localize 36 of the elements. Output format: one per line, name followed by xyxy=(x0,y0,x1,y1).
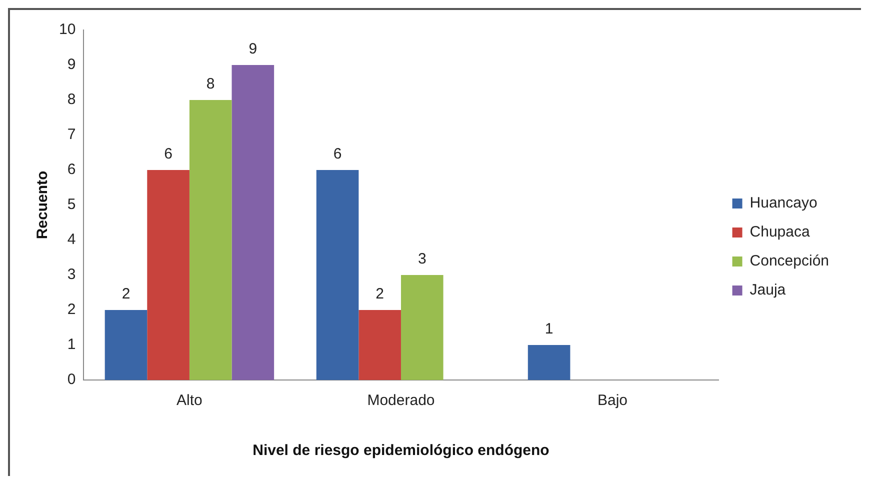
x-tick-label: Alto xyxy=(176,392,202,410)
bar xyxy=(358,310,401,380)
data-label: 6 xyxy=(333,146,342,163)
bar xyxy=(104,310,148,380)
bar xyxy=(189,100,232,380)
bar xyxy=(232,65,274,380)
y-axis-title: Recuento xyxy=(34,170,52,240)
bar xyxy=(147,170,190,380)
y-tick-label: 8 xyxy=(67,91,76,108)
y-tick-label: 1 xyxy=(67,336,76,354)
data-label: 8 xyxy=(206,76,215,93)
y-tick-label: 7 xyxy=(67,126,76,144)
data-label: 2 xyxy=(376,286,384,303)
x-tick-label: Moderado xyxy=(367,392,435,410)
data-label: 2 xyxy=(122,286,130,303)
legend-label: Chupaca xyxy=(750,224,810,241)
legend-label: Concepción xyxy=(750,252,829,270)
legend-label: Jauja xyxy=(750,282,786,299)
legend-label: Huancayo xyxy=(750,194,818,212)
x-axis-title: Nivel de riesgo epidemiológico endógeno xyxy=(252,442,550,460)
y-tick-label: 6 xyxy=(67,161,76,178)
data-label: 9 xyxy=(248,40,258,58)
y-tick-label: 3 xyxy=(67,266,76,284)
y-tick-label: 4 xyxy=(67,231,76,248)
data-label: 3 xyxy=(418,250,426,268)
data-label: 6 xyxy=(164,146,172,163)
x-tick-label: Bajo xyxy=(598,392,628,410)
y-tick-label: 10 xyxy=(58,21,76,38)
bar xyxy=(528,345,570,380)
data-label: 1 xyxy=(544,320,554,338)
y-tick-label: 2 xyxy=(67,301,76,318)
bar xyxy=(316,170,359,380)
y-tick-label: 0 xyxy=(67,371,76,388)
y-tick-label: 5 xyxy=(67,196,76,214)
bar xyxy=(400,275,444,380)
y-tick-label: 9 xyxy=(67,56,76,74)
